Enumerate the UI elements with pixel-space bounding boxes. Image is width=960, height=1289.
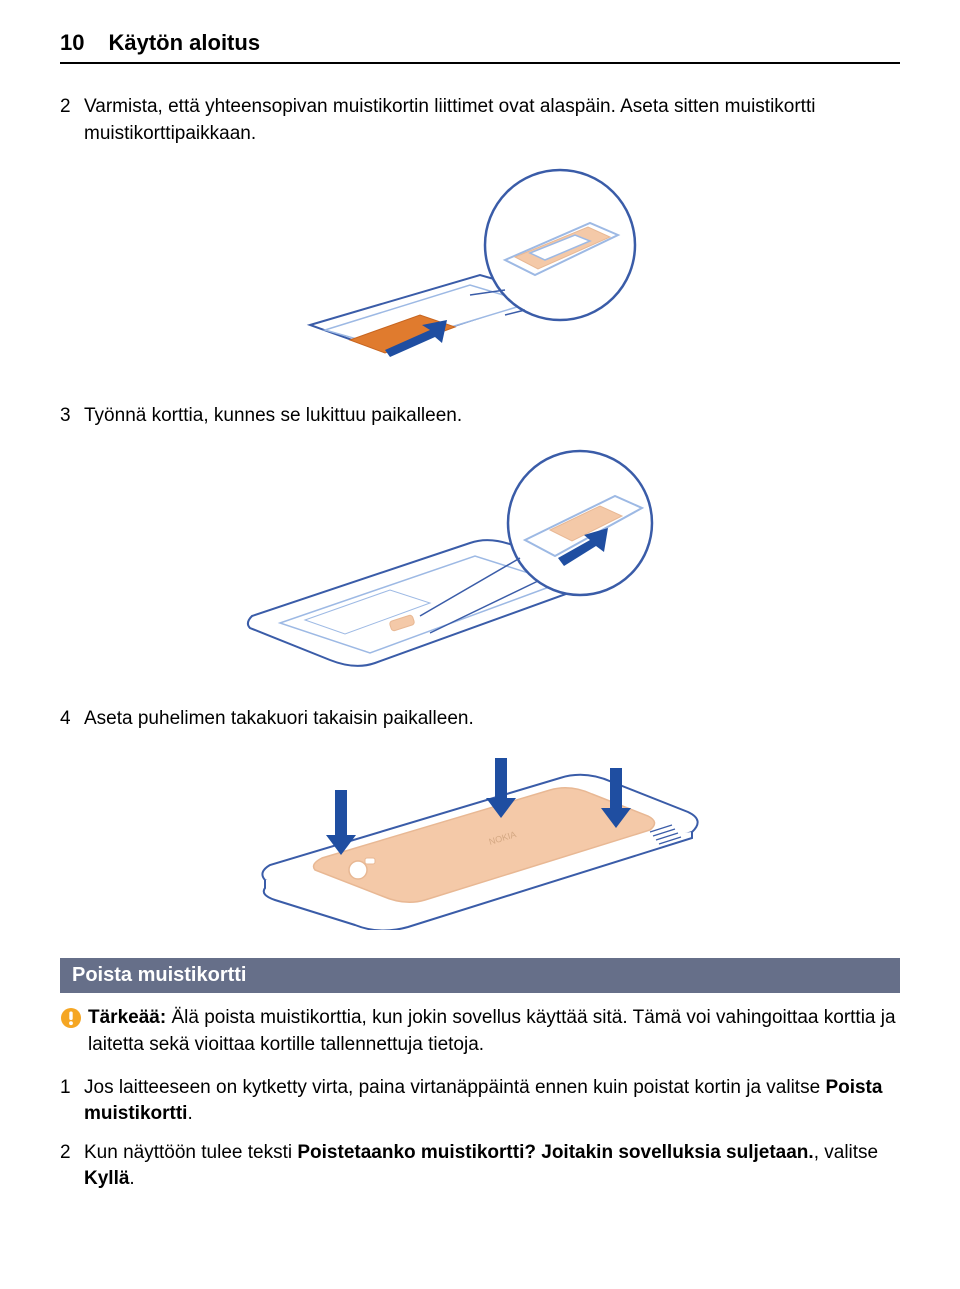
- important-body: Älä poista muistikorttia, kun jokin sove…: [88, 1007, 896, 1055]
- step-number: 4: [60, 706, 84, 733]
- warning-icon: [60, 1007, 82, 1029]
- diagram-insert-card: [60, 165, 900, 375]
- step-number: 1: [60, 1075, 84, 1128]
- step-text: Aseta puhelimen takakuori takaisin paika…: [84, 706, 900, 733]
- step-number: 2: [60, 1140, 84, 1193]
- step-text: Jos laitteeseen on kytketty virta, paina…: [84, 1075, 900, 1128]
- section-title: Käytön aloitus: [108, 30, 260, 56]
- step-text: Kun näyttöön tulee teksti Poistetaanko m…: [84, 1140, 900, 1193]
- step-text: Työnnä korttia, kunnes se lukittuu paika…: [84, 403, 900, 430]
- page-number: 10: [60, 30, 84, 56]
- step-number: 2: [60, 94, 84, 147]
- important-label: Tärkeää:: [88, 1007, 166, 1028]
- step-3: 3 Työnnä korttia, kunnes se lukittuu pai…: [60, 403, 900, 430]
- important-text: Tärkeää: Älä poista muistikorttia, kun j…: [88, 1005, 900, 1058]
- step-2: 2 Varmista, että yhteensopivan muistikor…: [60, 94, 900, 147]
- diagram-push-card: [60, 448, 900, 678]
- subsection-title: Poista muistikortti: [60, 958, 900, 993]
- page-header: 10 Käytön aloitus: [60, 30, 900, 64]
- step-bottom-2: 2 Kun näyttöön tulee teksti Poistetaanko…: [60, 1140, 900, 1193]
- important-note: Tärkeää: Älä poista muistikorttia, kun j…: [60, 1005, 900, 1058]
- step-4: 4 Aseta puhelimen takakuori takaisin pai…: [60, 706, 900, 733]
- diagram-back-cover: NOKIA: [60, 750, 900, 930]
- step-bottom-1: 1 Jos laitteeseen on kytketty virta, pai…: [60, 1075, 900, 1128]
- step-number: 3: [60, 403, 84, 430]
- step-text: Varmista, että yhteensopivan muistikorti…: [84, 94, 900, 147]
